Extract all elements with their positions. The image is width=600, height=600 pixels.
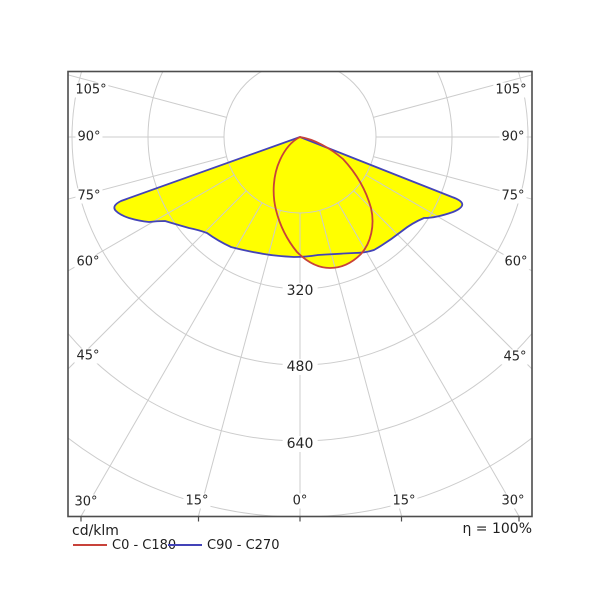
angle-label-bottom-30L: 30° (72, 494, 100, 510)
grid-radial-line (337, 202, 520, 517)
c0-c180-curve (272, 136, 374, 269)
efficiency-label: η = 100% (462, 521, 532, 537)
angle-label-left-45: 45° (74, 348, 102, 364)
angle-label-bottom-0: 0° (290, 493, 310, 509)
grid-radial-line (68, 74, 227, 118)
grid-radial-line (68, 156, 227, 200)
grid-radial-line (373, 74, 532, 118)
angle-label-bottom-15L: 15° (183, 493, 211, 509)
angle-label-left-90: 90° (75, 129, 103, 145)
grid-radial-line (365, 174, 532, 272)
c0-c180-fill (273, 137, 373, 268)
angle-label-right-75: 75° (499, 188, 527, 204)
grid-radial-line (319, 210, 403, 517)
angle-label-right-45: 45° (501, 349, 529, 365)
grid-radial-line (197, 210, 281, 517)
radial-label-640: 640 (282, 436, 318, 452)
plot-border (67, 70, 533, 518)
c90-c270-curve (113, 136, 464, 258)
angle-label-left-60: 60° (74, 254, 102, 270)
angle-label-bottom-15R: 15° (390, 493, 418, 509)
angle-label-right-105: 105° (493, 82, 529, 98)
grid-radial-line (353, 190, 532, 370)
angle-label-right-60: 60° (502, 254, 530, 270)
legend-label-c90-c270: C90 - C270 (207, 538, 280, 553)
angle-label-left-105: 105° (73, 82, 109, 98)
angle-label-right-90: 90° (499, 129, 527, 145)
grid-radial-line (68, 190, 247, 370)
legend-label-c0-c180: C0 - C180 (112, 538, 177, 553)
angle-label-left-75: 75° (75, 188, 103, 204)
legend-units-label: cd/klm (72, 523, 119, 539)
legend-line-c0-c180 (73, 544, 107, 546)
radial-label-320: 320 (282, 283, 318, 299)
legend-line-c90-c270 (168, 544, 202, 546)
angle-label-bottom-30R: 30° (499, 493, 527, 509)
grid-radial-line (68, 174, 235, 272)
axis-ticks (80, 516, 520, 522)
radial-label-480: 480 (282, 359, 318, 375)
grid-radial-line (373, 156, 532, 200)
